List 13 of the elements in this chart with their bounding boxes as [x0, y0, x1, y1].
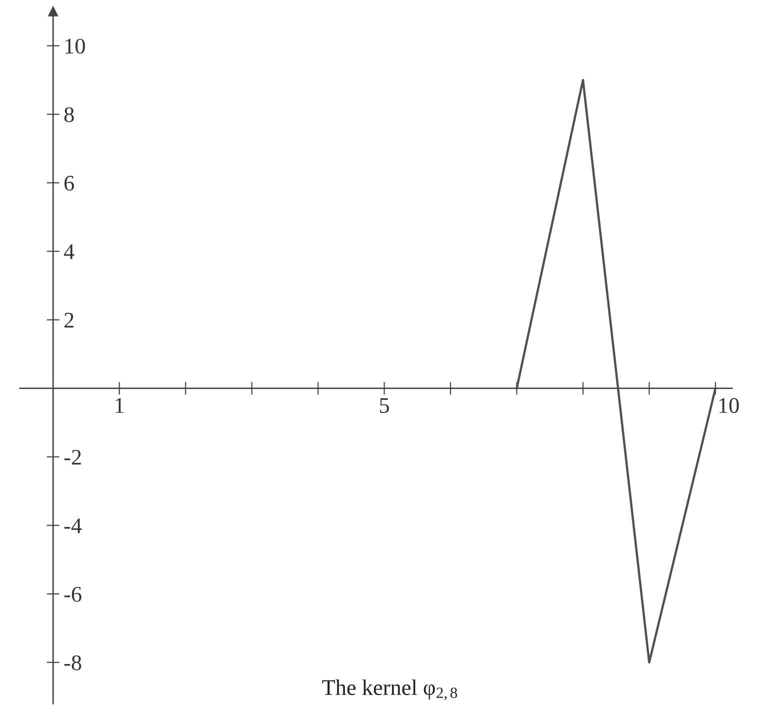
x-tick-label: 1 [116, 398, 124, 413]
annotation: The kernel φ$_{2,8}$ [322, 679, 458, 700]
y-tick-label: 8 [64, 107, 74, 122]
y-tick-label: 6 [64, 176, 74, 191]
y-tick-label: -2 [64, 450, 81, 465]
y-tick-label: -4 [64, 518, 82, 534]
y-tick-label: -8 [64, 655, 82, 670]
y-tick-label: 2 [64, 312, 74, 328]
y-tick-label: 10 [65, 38, 85, 54]
y-tick-label: 4 [64, 244, 74, 260]
y-tick-label: -6 [64, 586, 82, 602]
x-tick-label: 5 [380, 398, 389, 413]
x-tick-label: 10 [719, 398, 739, 413]
